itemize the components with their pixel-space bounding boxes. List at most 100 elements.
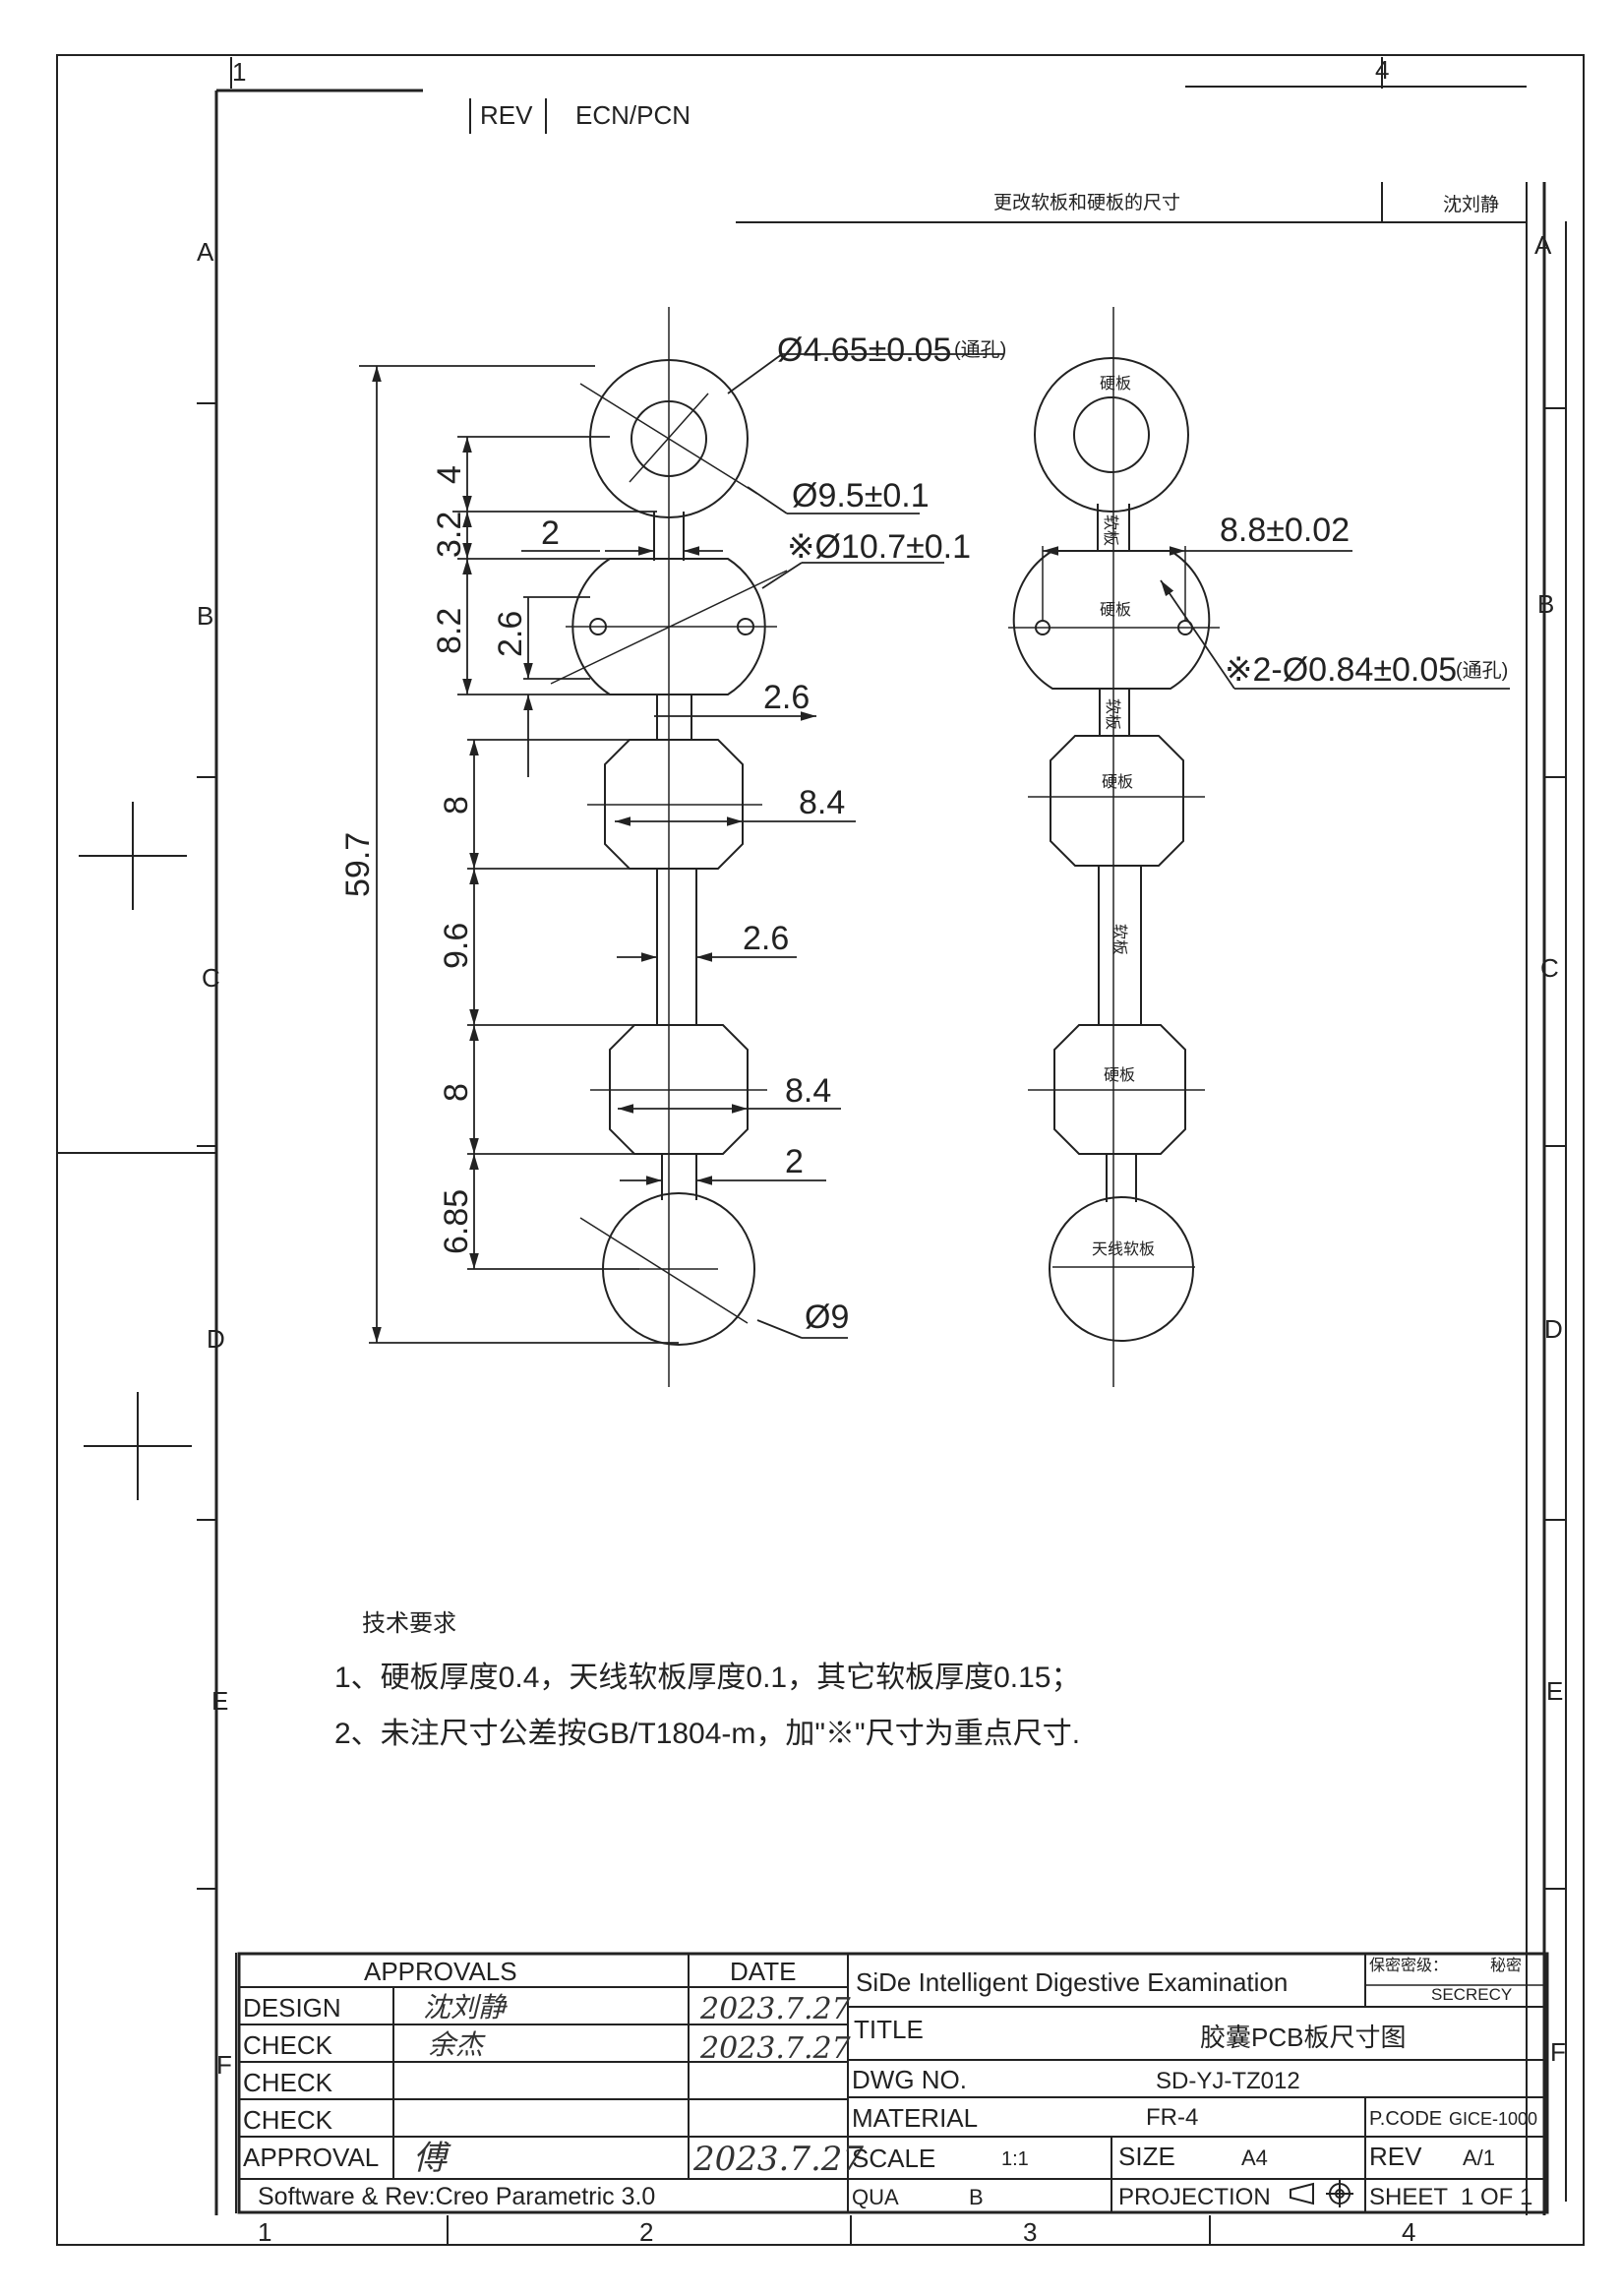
inner-frame (214, 86, 1567, 2215)
dim-height-6-85: 6.85 (438, 1189, 475, 1254)
date-approval: 2023.7.27 (692, 2140, 864, 2179)
dim-height-8-a: 8 (438, 796, 475, 815)
dim-pad-diameter: Ø9.5±0.1 (792, 477, 930, 514)
qua-value: B (969, 2185, 984, 2209)
sheet-label: SHEET (1369, 2184, 1448, 2210)
revision-changed-by: 沈刘静 (1443, 194, 1499, 215)
left-rigid-block-2 (609, 1024, 749, 1155)
zone-col-1-top: 1 (232, 57, 246, 87)
zone-row-d-right: D (1544, 1314, 1563, 1344)
dim-width-8-4-b: 8.4 (785, 1072, 831, 1110)
right-rigid-block-1 (1050, 735, 1184, 867)
right-antenna-pad (1049, 1196, 1194, 1342)
dwg-label: DWG NO. (852, 2065, 967, 2094)
role-check-3: CHECK (243, 2105, 333, 2135)
dim-bottom-diameter: Ø9 (805, 1299, 849, 1336)
zone-row-f-left: F (216, 2050, 232, 2080)
signature-check-1: 余杰 (428, 2028, 486, 2061)
dim-hole-diameter: Ø4.65±0.05 (777, 332, 951, 369)
revision-block: REV ECN/PCN 更改软板和硬板的尺寸 沈刘静 (469, 98, 1527, 223)
size-label: SIZE (1118, 2142, 1175, 2171)
role-check-1: CHECK (243, 2030, 333, 2060)
registration-cross-1 (79, 802, 187, 910)
left-dimension-lines (359, 353, 1003, 1344)
dim-total-length: 59.7 (339, 832, 377, 897)
revision-change-note: 更改软板和硬板的尺寸 (993, 192, 1180, 213)
title-label: TITLE (854, 2015, 924, 2044)
dim-height-3-2: 3.2 (431, 512, 468, 558)
dim-small-holes: ※2-Ø0.84±0.05 (1225, 651, 1457, 689)
zone-col-2-bottom: 2 (639, 2217, 653, 2247)
dim-board-diameter: ※Ø10.7±0.1 (787, 528, 971, 566)
zone-row-a-right: A (1534, 230, 1552, 260)
zone-ticks (57, 57, 1566, 2245)
dim-height-8-2: 8.2 (431, 608, 468, 654)
registration-cross-2 (84, 1392, 192, 1500)
material-label: MATERIAL (852, 2103, 978, 2133)
zone-row-e-left: E (211, 1686, 228, 1716)
zone-row-b-right: B (1537, 589, 1554, 619)
role-approval: APPROVAL (243, 2143, 379, 2172)
dim-offset-2-6: 2.6 (492, 611, 529, 657)
dim-height-9-6: 9.6 (438, 923, 475, 969)
rev-value: A/1 (1463, 2145, 1495, 2170)
material-value: FR-4 (1146, 2104, 1198, 2131)
zone-row-e-right: E (1546, 1676, 1563, 1706)
right-pcb-view (1008, 307, 1510, 1387)
dim-neck-2-6-b: 2.6 (743, 920, 789, 957)
rev-header: REV (480, 100, 533, 130)
zone-row-d-left: D (207, 1324, 225, 1354)
zone-col-4-bottom: 4 (1402, 2217, 1415, 2247)
label-rigid-3: 硬板 (1102, 773, 1133, 791)
zone-col-1-bottom: 1 (258, 2217, 271, 2247)
dim-neck-2-b: 2 (785, 1143, 804, 1180)
signature-design: 沈刘静 (423, 1991, 508, 2024)
zone-row-a-left: A (197, 237, 214, 267)
tech-req-line1: 1、硬板厚度0.4，天线软板厚度0.1，其它软板厚度0.15； (334, 1662, 1080, 1694)
date-check-1: 2023.7.27 (699, 2031, 852, 2066)
right-top-pad-outline (1034, 357, 1189, 513)
left-rigid-block-1 (604, 739, 744, 870)
label-flex-2: 软板 (1104, 698, 1121, 730)
projection-label: PROJECTION (1118, 2184, 1271, 2210)
label-flex-3: 软板 (1111, 924, 1128, 955)
right-rigid-block-2 (1053, 1024, 1186, 1155)
dim-height-4: 4 (431, 465, 468, 484)
ecn-header: ECN/PCN (575, 100, 690, 130)
size-value: A4 (1241, 2145, 1268, 2170)
secrecy-label: 保密密级： (1369, 1957, 1448, 1974)
tech-req-line2: 2、未注尺寸公差按GB/T1804-m，加"※"尺寸为重点尺寸. (334, 1718, 1080, 1750)
label-rigid-2: 硬板 (1100, 601, 1131, 619)
pcode-value: GICE-1000 (1449, 2109, 1537, 2129)
scale-label: SCALE (852, 2144, 935, 2173)
right-top-hole (1073, 396, 1150, 473)
scale-value: 1:1 (1001, 2148, 1029, 2170)
projection-symbol-icon (1290, 2180, 1353, 2207)
title-block (237, 1952, 1549, 2214)
dwg-value: SD-YJ-TZ012 (1156, 2068, 1300, 2094)
rev-label: REV (1369, 2142, 1422, 2171)
dim-neck-2-6: 2.6 (763, 679, 810, 716)
role-design: DESIGN (243, 1993, 341, 2023)
qua-label: QUA (852, 2185, 899, 2209)
signature-approval: 傅 (413, 2139, 451, 2178)
left-pcb-view (550, 307, 788, 1387)
company-name: SiDe Intelligent Digestive Examination (856, 1967, 1288, 1997)
zone-row-c-right: C (1540, 953, 1559, 983)
zone-col-3-bottom: 3 (1023, 2217, 1037, 2247)
sheet-value: 1 OF 1 (1461, 2184, 1532, 2210)
dim-hole-note: (通孔) (954, 338, 1006, 361)
tech-req-heading: 技术要求 (362, 1610, 456, 1637)
title-value: 胶囊PCB板尺寸图 (1200, 2023, 1406, 2052)
dim-neck-2: 2 (541, 514, 560, 552)
dim-height-8-b: 8 (438, 1083, 475, 1102)
dim-width-8-4-a: 8.4 (799, 784, 845, 821)
zone-col-4-top: 4 (1375, 55, 1389, 85)
role-check-2: CHECK (243, 2068, 333, 2097)
secrecy-en: SECRECY (1431, 1985, 1512, 2004)
software-note: Software & Rev:Creo Parametric 3.0 (258, 2183, 655, 2210)
secrecy-value: 秘密 (1490, 1957, 1522, 1974)
label-rigid-4: 硬板 (1104, 1066, 1135, 1084)
date-header: DATE (730, 1957, 796, 1986)
